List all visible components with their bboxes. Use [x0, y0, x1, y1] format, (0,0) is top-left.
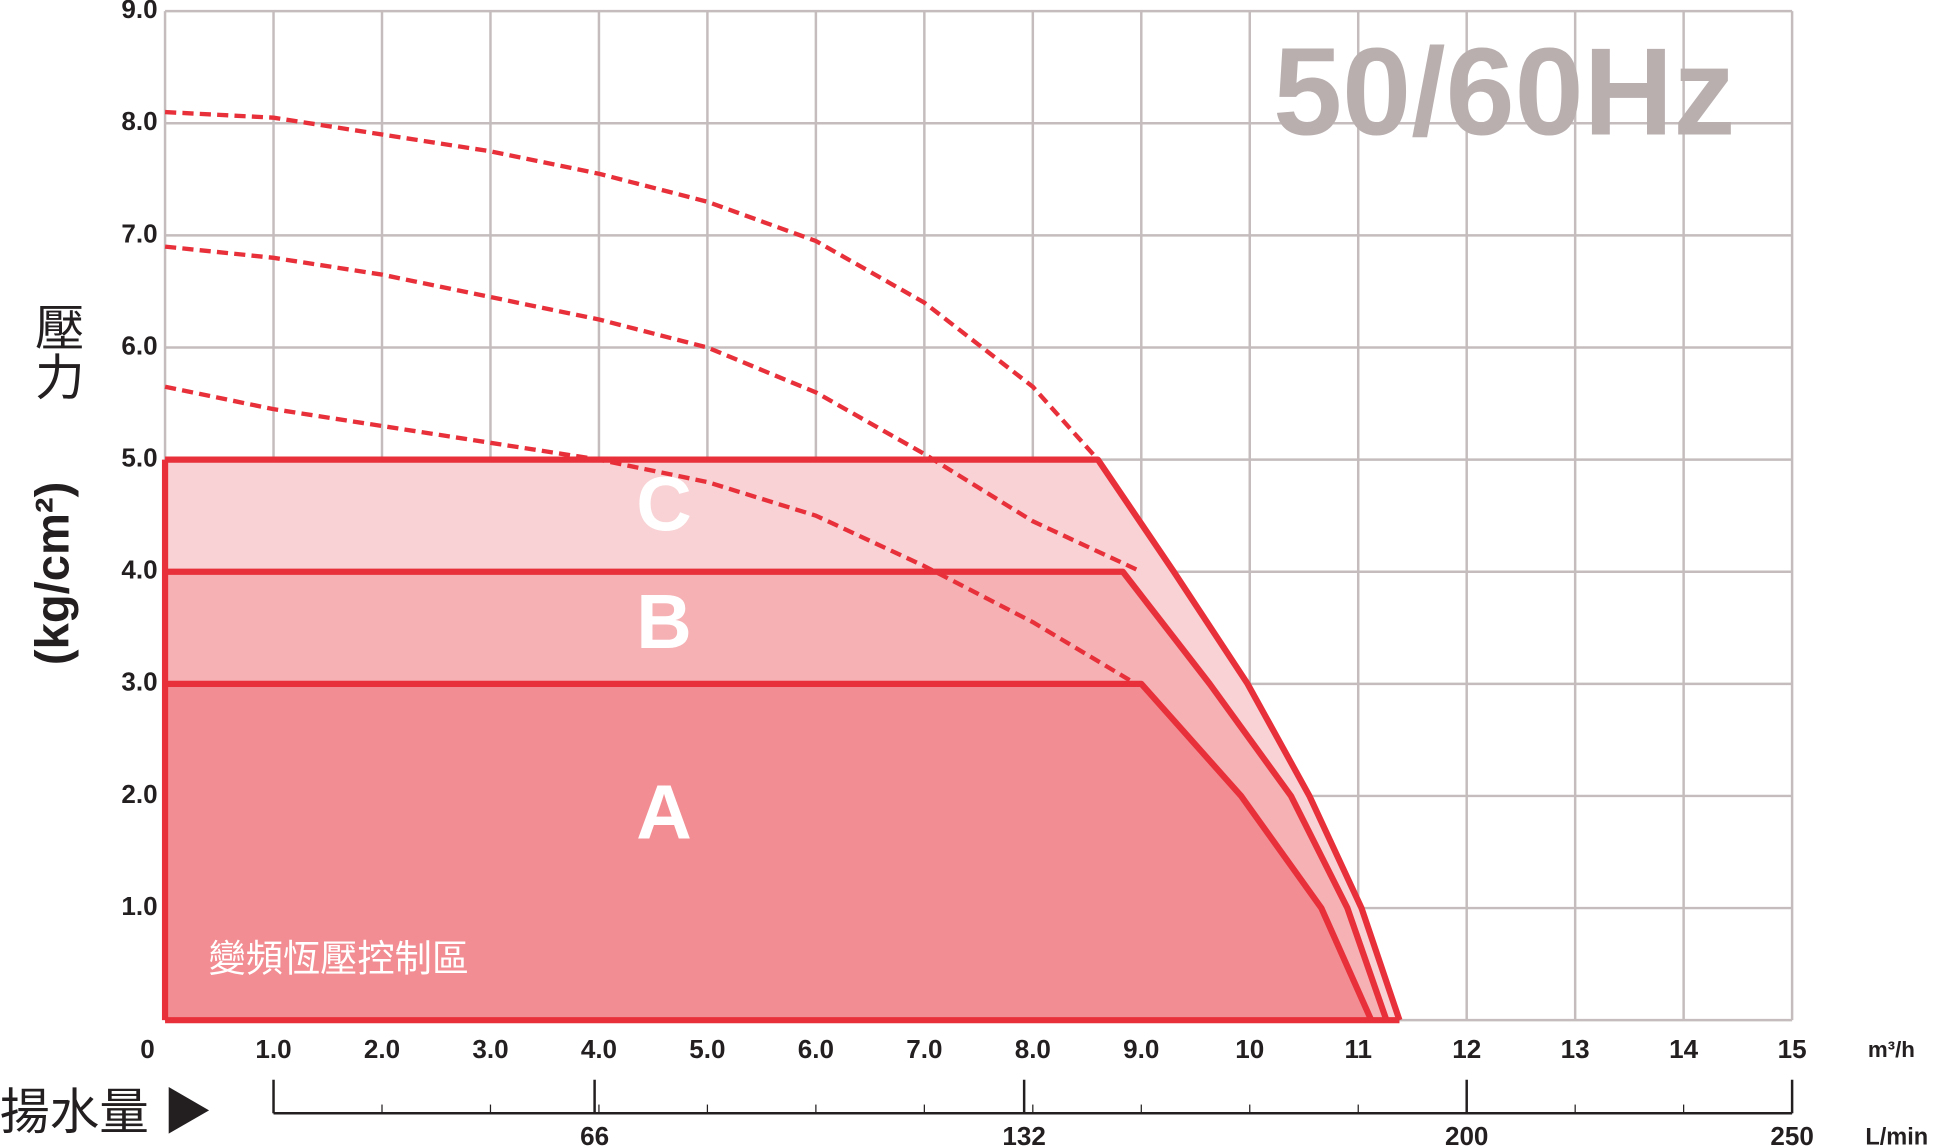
y-tick-label: 2.0: [121, 779, 157, 809]
y-tick-label: 8.0: [121, 106, 157, 136]
chart-title: 50/60Hz: [1273, 24, 1735, 162]
x2-tick-label: 66: [580, 1121, 609, 1148]
x-tick-label: 1.0: [255, 1034, 291, 1064]
dashed-curve: [164, 244, 1143, 574]
x-tick-label: 10: [1235, 1034, 1264, 1064]
x2-axis-unit: L/min: [1865, 1123, 1928, 1148]
zone-area: [165, 683, 1372, 1021]
x2-tick-label: 250: [1770, 1121, 1813, 1148]
y-tick-label: 7.0: [121, 218, 157, 248]
y-tick-label: 6.0: [121, 330, 157, 360]
y-tick-label: 5.0: [121, 443, 157, 473]
x-tick-label: 6.0: [798, 1034, 834, 1064]
x-tick-label: 12: [1452, 1034, 1481, 1064]
zone-label: A: [636, 770, 692, 856]
x-tick-label: 7.0: [906, 1034, 942, 1064]
x-tick-label: 9.0: [1123, 1034, 1159, 1064]
x2-tick-label: 200: [1445, 1121, 1488, 1148]
y-tick-label: 3.0: [121, 667, 157, 697]
x-tick-label: 2.0: [364, 1034, 400, 1064]
zone-line: [165, 568, 1390, 1022]
x-tick-label: 3.0: [472, 1034, 508, 1064]
dashed-curve: [164, 384, 1137, 686]
x-tick-label: 8.0: [1015, 1034, 1051, 1064]
y-tick-label: 4.0: [121, 555, 157, 585]
dashed-curve: [164, 109, 1100, 462]
zone-label: B: [636, 579, 692, 665]
areas: [165, 459, 1400, 1021]
y-axis-unit: (kg/cm²): [25, 482, 78, 665]
x-tick-label: 13: [1561, 1034, 1590, 1064]
x-tick-label: 11: [1344, 1034, 1372, 1064]
zone-line: [165, 680, 1375, 1022]
y-tick-label: 9.0: [121, 0, 157, 24]
x-tick-label: 4.0: [581, 1034, 617, 1064]
zone-label: C: [636, 461, 692, 547]
y-axis-label: 壓力: [28, 302, 84, 401]
x2-tick-label: 132: [1002, 1121, 1045, 1148]
x-tick-label: 5.0: [689, 1034, 725, 1064]
y-tick-label: 1.0: [121, 891, 157, 921]
x-axis-unit: m³/h: [1868, 1037, 1915, 1062]
region-label: 變頻恆壓控制區: [209, 938, 470, 980]
x-tick-label: 14: [1669, 1034, 1698, 1064]
x-axis-label: 揚水量 ▶: [0, 1084, 212, 1140]
x-tick-label: 15: [1778, 1034, 1807, 1064]
x-tick-label: 0: [140, 1034, 155, 1064]
lines: [161, 109, 1403, 1024]
